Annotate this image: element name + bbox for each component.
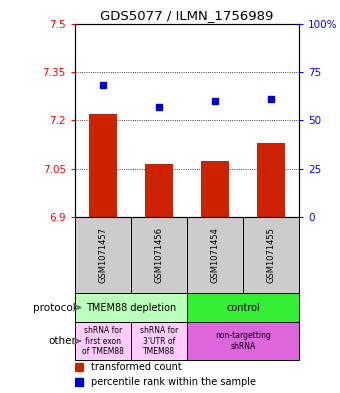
Bar [89, 114, 117, 217]
Bar [187, 322, 299, 360]
Bar [145, 164, 173, 217]
Text: GSM1071454: GSM1071454 [210, 227, 220, 283]
Text: GSM1071456: GSM1071456 [154, 227, 164, 283]
Bar [131, 322, 187, 360]
Text: percentile rank within the sample: percentile rank within the sample [90, 377, 255, 387]
Text: transformed count: transformed count [90, 362, 181, 372]
Text: shRNA for
3'UTR of
TMEM88: shRNA for 3'UTR of TMEM88 [140, 326, 178, 356]
Text: GSM1071457: GSM1071457 [98, 227, 107, 283]
Text: TMEM88 depletion: TMEM88 depletion [86, 303, 176, 312]
Bar [257, 143, 285, 217]
Title: GDS5077 / ILMN_1756989: GDS5077 / ILMN_1756989 [100, 9, 274, 22]
Bar [75, 293, 187, 322]
Bar [243, 217, 299, 293]
Bar [187, 293, 299, 322]
Text: GSM1071455: GSM1071455 [267, 227, 276, 283]
Bar [75, 322, 131, 360]
Text: non-targetting
shRNA: non-targetting shRNA [215, 331, 271, 351]
Bar [131, 217, 187, 293]
Text: protocol: protocol [33, 303, 76, 312]
Bar [201, 161, 229, 217]
Text: other: other [48, 336, 76, 346]
Text: shRNA for
first exon
of TMEM88: shRNA for first exon of TMEM88 [82, 326, 124, 356]
Bar [75, 217, 131, 293]
Bar [187, 217, 243, 293]
Text: control: control [226, 303, 260, 312]
